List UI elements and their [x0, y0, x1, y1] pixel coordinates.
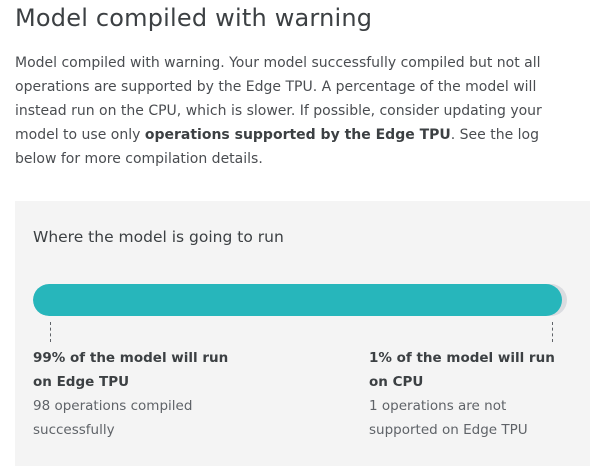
edge-tpu-percent-label: 99% of the model will run on Edge TPU — [33, 350, 229, 390]
compilation-description: Model compiled with warning. Your model … — [15, 51, 583, 171]
description-text-before: Model compiled with warning. Your model … — [15, 55, 542, 143]
cpu-stat: 1% of the model will run on CPU 1 operat… — [369, 346, 574, 442]
cpu-ops-label: 1 operations are not supported on Edge T… — [369, 398, 528, 438]
page-title: Model compiled with warning — [15, 4, 373, 32]
edge-tpu-portion — [33, 284, 562, 316]
run-distribution-bar — [33, 284, 567, 316]
description-text-after: . See the log below for more compilation… — [15, 127, 539, 167]
cpu-percent-label: 1% of the model will run on CPU — [369, 350, 555, 390]
edge-tpu-ops-label: 98 operations compiled successfully — [33, 398, 193, 438]
edge-tpu-stat: 99% of the model will run on Edge TPU 98… — [33, 346, 238, 442]
run-location-panel: Where the model is going to run 99% of t… — [15, 201, 590, 466]
cpu-marker — [552, 322, 553, 342]
supported-operations-link[interactable]: operations supported by the Edge TPU — [144, 127, 451, 143]
edge-tpu-marker — [50, 322, 51, 342]
run-location-title: Where the model is going to run — [33, 228, 284, 246]
